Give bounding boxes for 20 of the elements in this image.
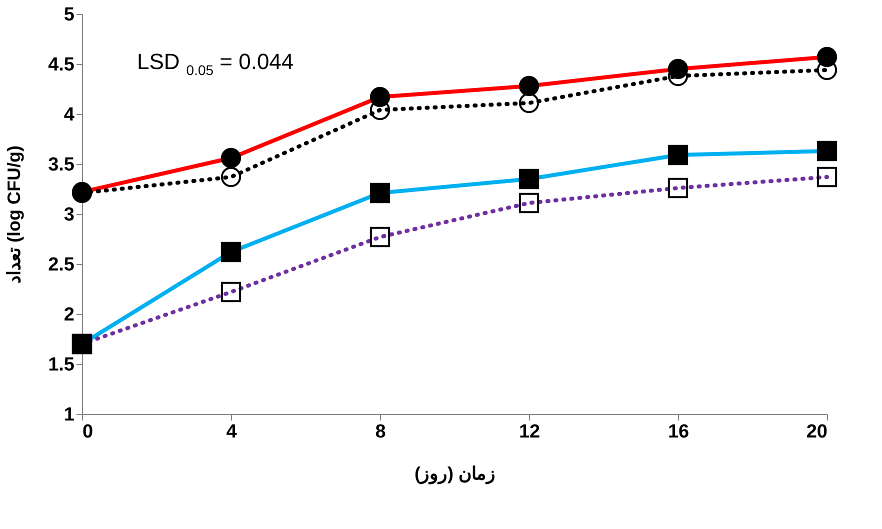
y-tick-label: 3.5 — [48, 154, 75, 176]
y-tick-label: 5 — [64, 4, 75, 26]
y-tick-label: 1 — [64, 404, 75, 426]
x-tick-label: 8 — [375, 422, 386, 442]
y-tick-label: 4.5 — [48, 54, 75, 76]
y-axis-title: تعداد (log CFU/g) — [4, 146, 24, 284]
y-tick-label: 2 — [64, 304, 74, 326]
y-tick-label: 1.5 — [48, 354, 75, 376]
y-tick-label: 4 — [64, 104, 75, 126]
x-tick-label: 20 — [806, 422, 828, 442]
point — [518, 92, 540, 114]
x-tick-label: 16 — [668, 422, 690, 442]
x-tick-label: 0 — [82, 422, 94, 442]
x-tick-label: 4 — [226, 422, 238, 442]
x-tick-label: 12 — [518, 422, 540, 442]
point — [220, 166, 242, 188]
y-tick-label: 2.5 — [48, 254, 75, 276]
y-tick-label: 3 — [64, 204, 74, 226]
annotation: LSD 0.05= 0.044 — [137, 49, 294, 78]
x-axis-title: زمان (روز) — [414, 464, 496, 484]
